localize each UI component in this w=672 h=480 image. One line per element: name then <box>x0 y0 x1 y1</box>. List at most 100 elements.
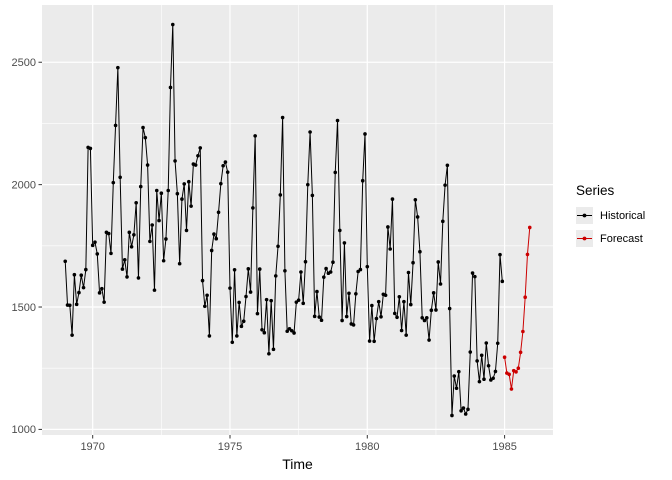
series-historical <box>63 22 505 418</box>
data-point <box>120 267 125 271</box>
data-point <box>434 308 438 312</box>
data-point <box>170 22 175 27</box>
data-point <box>399 328 404 333</box>
data-point <box>214 236 219 241</box>
data-point <box>422 318 427 323</box>
data-point <box>205 293 209 298</box>
data-point <box>420 315 425 320</box>
data-point <box>253 134 257 138</box>
data-point <box>184 228 189 233</box>
data-point <box>116 65 120 70</box>
data-point <box>450 413 454 418</box>
data-point <box>132 233 136 237</box>
data-point <box>271 347 276 352</box>
data-point <box>413 198 418 202</box>
data-point <box>344 314 349 319</box>
data-point <box>200 278 205 283</box>
data-point <box>285 329 290 334</box>
data-point <box>523 295 527 300</box>
data-point <box>370 303 374 308</box>
data-point <box>521 329 525 334</box>
legend-label-historical: Historical <box>600 209 646 222</box>
legend-title: Series <box>576 183 615 198</box>
data-point <box>166 188 171 193</box>
minor-gridlines <box>42 5 553 435</box>
data-point <box>402 299 406 304</box>
data-point <box>347 291 351 296</box>
legend-item-historical: Historical <box>576 207 671 224</box>
y-tick-label: 2000 <box>12 179 36 191</box>
data-point <box>484 341 489 345</box>
data-point <box>241 319 246 324</box>
data-point <box>473 274 477 279</box>
data-point <box>509 387 514 391</box>
data-point <box>429 308 434 313</box>
data-point <box>141 125 145 130</box>
line-point-glyph-icon <box>577 213 592 218</box>
data-point <box>276 244 280 249</box>
data-point <box>354 292 358 296</box>
data-point <box>88 146 93 151</box>
data-point <box>157 218 161 223</box>
data-point <box>212 232 216 236</box>
data-point <box>322 275 326 279</box>
data-point <box>376 299 381 304</box>
data-point <box>358 267 363 272</box>
data-point <box>260 327 264 332</box>
data-point <box>331 260 335 265</box>
data-point <box>475 359 479 363</box>
data-point <box>102 300 106 304</box>
data-point <box>122 257 127 262</box>
x-tick-label: 1980 <box>355 441 379 453</box>
axis-tick-labels: 1970 1975 1980 1985 1000 1500 2000 2500 <box>12 57 517 453</box>
data-point <box>173 159 177 163</box>
data-point <box>518 350 523 355</box>
y-tick-label: 2500 <box>12 57 36 69</box>
data-point <box>269 298 273 303</box>
data-point <box>168 85 173 90</box>
data-point <box>143 135 148 140</box>
data-point <box>95 252 100 256</box>
data-point <box>479 353 484 358</box>
data-point <box>125 275 129 279</box>
legend: Series Historical Forecast <box>576 183 671 253</box>
data-point <box>283 268 287 273</box>
data-point <box>81 285 86 290</box>
data-point <box>72 272 77 277</box>
data-point <box>482 377 486 382</box>
data-point <box>296 298 301 302</box>
data-point <box>486 363 491 368</box>
data-point <box>507 372 511 377</box>
data-point <box>397 294 402 299</box>
data-point <box>424 315 429 320</box>
data-point <box>251 206 255 210</box>
data-point <box>106 231 111 236</box>
data-point <box>363 132 367 136</box>
data-point <box>134 200 138 205</box>
data-point <box>386 225 390 229</box>
data-point <box>68 303 72 308</box>
data-point <box>491 376 495 381</box>
data-point <box>443 183 447 187</box>
data-point <box>390 197 395 201</box>
data-point <box>136 276 141 280</box>
x-tick-label: 1975 <box>218 441 242 453</box>
data-point <box>392 311 397 316</box>
data-point <box>255 311 260 316</box>
data-point <box>441 219 445 224</box>
data-point <box>299 270 303 274</box>
data-point <box>278 193 283 197</box>
data-point <box>427 338 431 342</box>
y-tick-label: 1000 <box>12 424 36 436</box>
legend-key-forecast <box>576 230 593 247</box>
data-point <box>193 163 198 167</box>
data-point <box>516 366 521 371</box>
data-point <box>500 279 505 284</box>
y-tick-label: 1500 <box>12 302 36 314</box>
data-point <box>436 260 441 264</box>
data-point <box>289 328 294 333</box>
data-point <box>262 330 267 335</box>
x-axis-title: Time <box>282 456 313 472</box>
data-point <box>113 123 118 128</box>
